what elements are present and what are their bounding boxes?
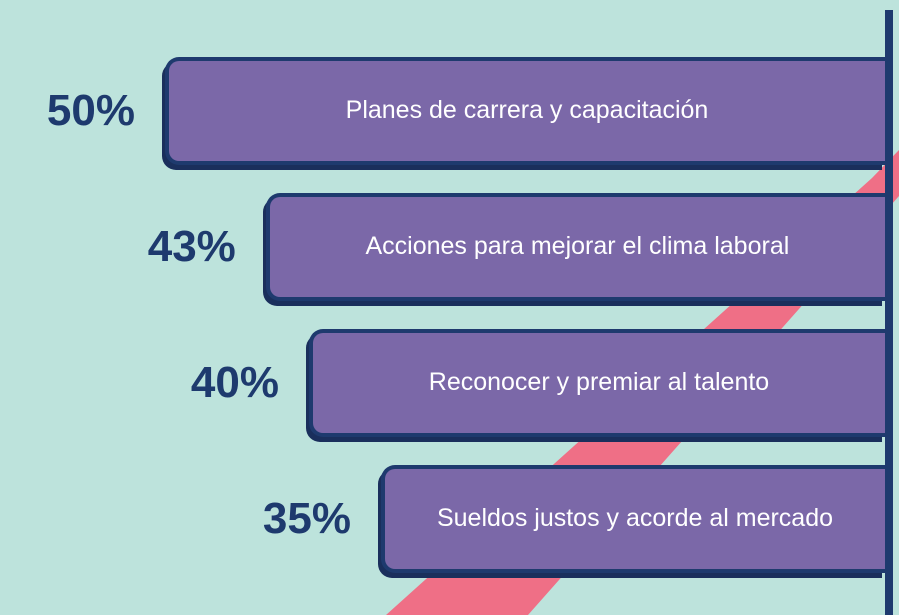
category-label: Acciones para mejorar el clima laboral <box>365 232 790 261</box>
value-label: 50% <box>46 86 135 135</box>
category-label: Reconocer y premiar al talento <box>428 368 770 397</box>
bar: Acciones para mejorar el clima laboral <box>265 193 885 301</box>
value-label: 40% <box>190 358 279 407</box>
bar: Reconocer y premiar al talento <box>309 329 885 437</box>
category-label: Sueldos justos y acorde al mercado <box>436 504 834 533</box>
vertical-axis-line <box>885 10 893 615</box>
bar: Planes de carrera y capacitación <box>165 57 885 165</box>
category-label: Planes de carrera y capacitación <box>345 96 709 125</box>
value-label: 43% <box>147 222 236 271</box>
value-label: 35% <box>262 494 351 543</box>
bar: Sueldos justos y acorde al mercado <box>381 465 885 573</box>
